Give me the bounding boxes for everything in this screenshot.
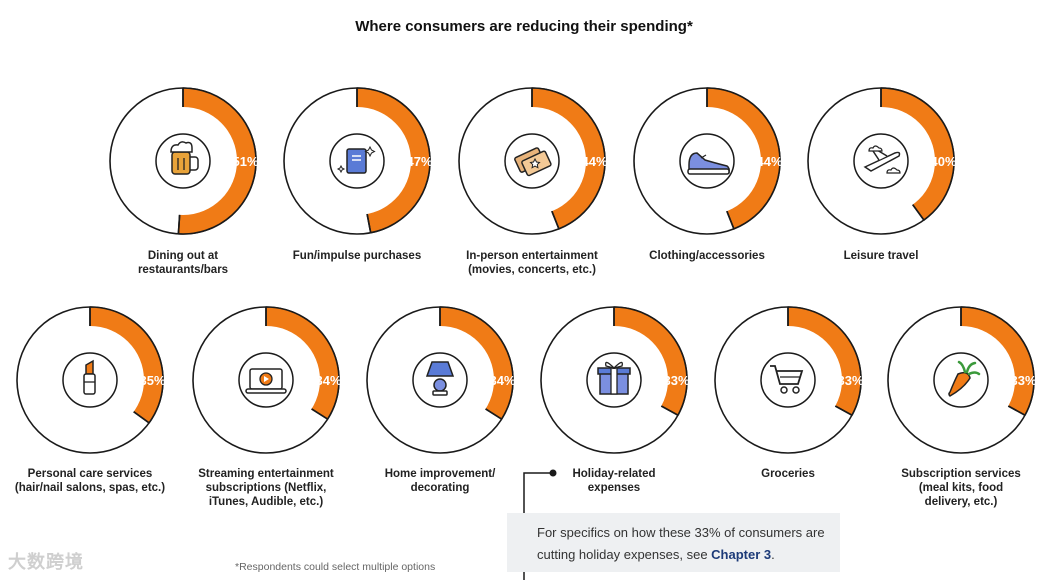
chapter-callout: For specifics on how these 33% of consum… bbox=[507, 513, 840, 572]
callout-dot bbox=[549, 469, 557, 477]
value-label: 34% bbox=[315, 373, 341, 388]
slice-edge bbox=[133, 411, 150, 424]
tickets-icon bbox=[514, 147, 552, 177]
chapter-link[interactable]: Chapter 3 bbox=[711, 547, 772, 562]
cart-icon bbox=[770, 365, 804, 394]
value-label: 34% bbox=[489, 373, 515, 388]
slice-edge bbox=[485, 408, 503, 420]
slice-edge bbox=[660, 405, 679, 416]
slice-edge bbox=[177, 214, 181, 234]
slice-edge bbox=[912, 204, 925, 221]
donut-10: 33% bbox=[714, 306, 864, 454]
category-label: Fun/impulse purchases bbox=[292, 250, 422, 262]
book-icon bbox=[336, 145, 376, 174]
category-label: Personal care services (hair/nail salons… bbox=[14, 468, 166, 494]
beer-mug-icon bbox=[170, 141, 199, 175]
donut-11: 33% bbox=[887, 306, 1037, 454]
slice-edge bbox=[1007, 405, 1026, 416]
slice-edge bbox=[311, 408, 329, 420]
category-label: Home improvement/ decorating bbox=[384, 468, 496, 494]
value-label: 33% bbox=[1010, 373, 1036, 388]
icon-circle bbox=[760, 352, 816, 408]
lipstick-icon bbox=[83, 359, 96, 395]
callout-text: For specifics on how these 33% of consum… bbox=[537, 525, 825, 562]
slice-edge bbox=[726, 210, 735, 230]
slice-edge bbox=[366, 213, 372, 233]
category-label: Subscription services (meal kits, food d… bbox=[901, 468, 1021, 508]
value-label: 40% bbox=[930, 154, 956, 169]
gift-icon bbox=[597, 361, 631, 395]
value-label: 35% bbox=[139, 373, 165, 388]
lamp-icon bbox=[425, 361, 455, 396]
value-label: 44% bbox=[581, 154, 607, 169]
category-label: Holiday-related expenses bbox=[572, 468, 656, 494]
donut-2: 47% bbox=[283, 87, 433, 235]
category-label: Streaming entertainment subscriptions (N… bbox=[198, 468, 334, 508]
value-label: 51% bbox=[232, 154, 258, 169]
donut-3: 44% bbox=[458, 87, 608, 235]
carrot-icon bbox=[948, 360, 981, 397]
laptop-play-icon bbox=[245, 368, 287, 394]
value-label: 33% bbox=[663, 373, 689, 388]
category-label: Dining out at restaurants/bars bbox=[137, 250, 229, 276]
footnote: *Respondents could select multiple optio… bbox=[235, 561, 436, 573]
donut-9: 33% bbox=[540, 306, 690, 454]
value-label: 44% bbox=[756, 154, 782, 169]
watermark-logo: 大数跨境 bbox=[8, 552, 84, 572]
donut-7: 34% bbox=[192, 306, 342, 454]
category-label: Clothing/accessories bbox=[649, 250, 765, 262]
donut-8: 34% bbox=[366, 306, 516, 454]
category-label: Groceries bbox=[761, 468, 815, 480]
airplane-icon bbox=[863, 145, 901, 174]
category-label: Leisure travel bbox=[843, 250, 919, 262]
value-label: 47% bbox=[406, 154, 432, 169]
donut-1: 51% bbox=[109, 87, 259, 235]
category-label: In-person entertainment (movies, concert… bbox=[466, 250, 598, 276]
donut-4: 44% bbox=[633, 87, 783, 235]
value-label: 33% bbox=[837, 373, 863, 388]
chart-title: Where consumers are reducing their spend… bbox=[355, 18, 693, 35]
sneaker-icon bbox=[687, 152, 730, 175]
donut-6: 35% bbox=[16, 306, 166, 454]
donut-5: 40% bbox=[807, 87, 957, 235]
slice-edge bbox=[551, 210, 560, 230]
slice-edge bbox=[834, 405, 853, 416]
